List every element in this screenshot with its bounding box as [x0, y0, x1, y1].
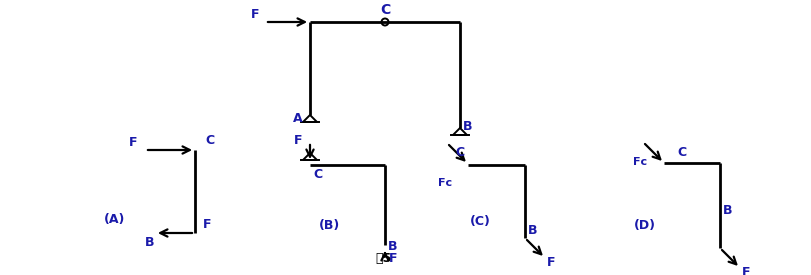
Text: (D): (D): [634, 219, 656, 232]
Text: F: F: [251, 9, 260, 21]
Text: Fc: Fc: [438, 178, 452, 188]
Text: F: F: [203, 219, 211, 232]
Text: 图5: 图5: [375, 252, 391, 265]
Text: B: B: [463, 120, 473, 133]
Text: C: C: [677, 147, 687, 160]
Text: B: B: [145, 236, 155, 249]
Text: C: C: [380, 3, 390, 17]
Text: C: C: [205, 133, 215, 147]
Text: F: F: [129, 136, 137, 150]
Text: F: F: [742, 266, 750, 275]
Text: (A): (A): [105, 213, 126, 227]
Text: C: C: [313, 169, 323, 182]
Text: F: F: [547, 257, 556, 269]
Text: (C): (C): [470, 216, 491, 229]
Text: B: B: [723, 204, 733, 216]
Text: (B): (B): [320, 219, 341, 232]
Text: C: C: [456, 147, 465, 160]
Text: A: A: [294, 111, 303, 125]
Text: B: B: [528, 224, 538, 236]
Text: F: F: [388, 252, 397, 265]
Text: B: B: [388, 240, 397, 252]
Text: Fc: Fc: [633, 157, 647, 167]
Text: F: F: [294, 133, 303, 147]
